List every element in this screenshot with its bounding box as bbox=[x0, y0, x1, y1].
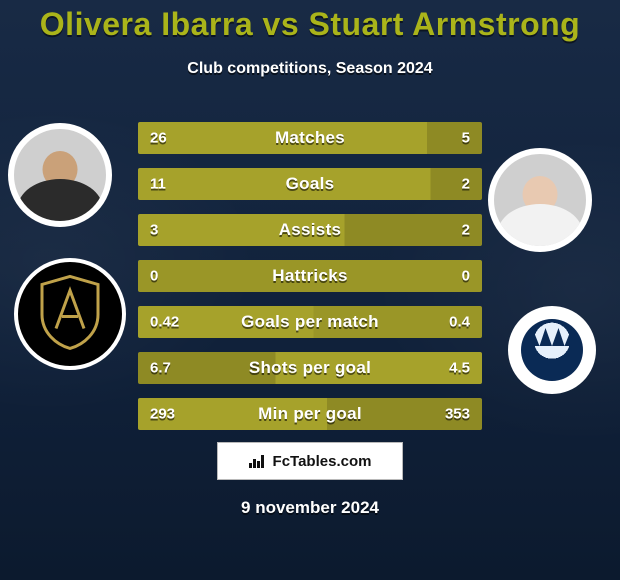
stat-row: 26 Matches 5 bbox=[138, 122, 482, 154]
stat-label: Assists bbox=[138, 220, 482, 240]
comparison-bars: 26 Matches 5 11 Goals 2 3 Assists 2 0 Ha… bbox=[138, 122, 482, 444]
shield-icon bbox=[38, 274, 102, 350]
stat-row: 3 Assists 2 bbox=[138, 214, 482, 246]
footer-date: 9 november 2024 bbox=[0, 498, 620, 518]
footer-brand-badge: FcTables.com bbox=[217, 442, 403, 480]
stat-right-value: 5 bbox=[462, 130, 470, 147]
page-subtitle: Club competitions, Season 2024 bbox=[0, 60, 620, 78]
stat-label: Min per goal bbox=[138, 404, 482, 424]
stat-label: Hattricks bbox=[138, 266, 482, 286]
avatar-body-icon bbox=[498, 204, 583, 252]
stat-right-value: 2 bbox=[462, 222, 470, 239]
stat-row: 293 Min per goal 353 bbox=[138, 398, 482, 430]
stat-right-value: 0.4 bbox=[449, 314, 470, 331]
player-left-avatar bbox=[8, 123, 112, 227]
stat-right-value: 4.5 bbox=[449, 360, 470, 377]
stat-right-value: 2 bbox=[462, 176, 470, 193]
club-right-logo bbox=[508, 306, 596, 394]
footer-brand-text: FcTables.com bbox=[273, 453, 372, 470]
stat-row: 0.42 Goals per match 0.4 bbox=[138, 306, 482, 338]
stat-label: Matches bbox=[138, 128, 482, 148]
stat-row: 0 Hattricks 0 bbox=[138, 260, 482, 292]
club-left-logo bbox=[14, 258, 126, 370]
page-title: Olivera Ibarra vs Stuart Armstrong bbox=[0, 6, 620, 43]
avatar-body-icon bbox=[18, 179, 103, 227]
stat-right-value: 353 bbox=[445, 406, 470, 423]
stat-label: Goals bbox=[138, 174, 482, 194]
stat-row: 6.7 Shots per goal 4.5 bbox=[138, 352, 482, 384]
stat-right-value: 0 bbox=[462, 268, 470, 285]
stat-label: Shots per goal bbox=[138, 358, 482, 378]
circle-icon bbox=[521, 319, 583, 381]
stat-label: Goals per match bbox=[138, 312, 482, 332]
stat-row: 11 Goals 2 bbox=[138, 168, 482, 200]
bars-icon bbox=[249, 454, 267, 468]
player-right-avatar bbox=[488, 148, 592, 252]
